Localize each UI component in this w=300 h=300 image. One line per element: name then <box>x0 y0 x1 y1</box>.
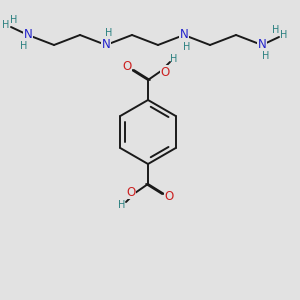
Text: N: N <box>180 28 188 41</box>
Text: N: N <box>102 38 110 52</box>
Text: H: H <box>280 30 288 40</box>
Text: H: H <box>2 20 10 30</box>
Text: N: N <box>258 38 266 52</box>
Text: H: H <box>272 25 280 35</box>
Text: H: H <box>20 41 28 51</box>
Text: H: H <box>105 28 113 38</box>
Text: H: H <box>10 15 18 25</box>
Text: H: H <box>170 54 178 64</box>
Text: O: O <box>164 190 174 203</box>
Text: H: H <box>262 51 270 61</box>
Text: H: H <box>183 42 191 52</box>
Text: O: O <box>126 185 136 199</box>
Text: O: O <box>122 61 132 74</box>
Text: N: N <box>24 28 32 41</box>
Text: O: O <box>160 65 169 79</box>
Text: H: H <box>118 200 126 210</box>
